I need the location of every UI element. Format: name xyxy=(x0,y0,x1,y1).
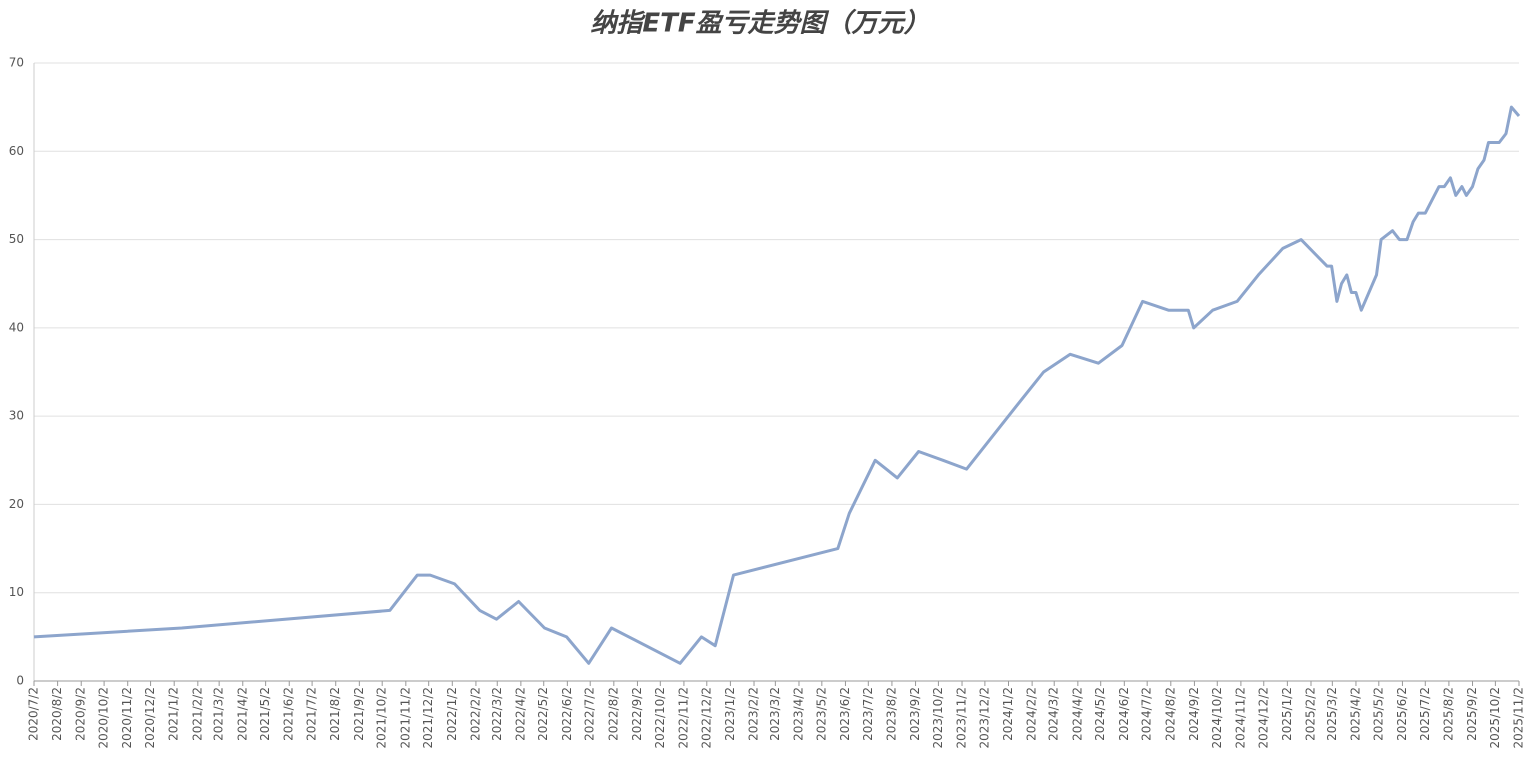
x-tick-label: 2025/8/2 xyxy=(1441,687,1455,741)
y-tick-label: 0 xyxy=(16,674,24,688)
x-tick-label: 2025/9/2 xyxy=(1465,687,1479,741)
x-tick-label: 2024/3/2 xyxy=(1047,687,1061,741)
x-tick-label: 2025/2/2 xyxy=(1303,687,1317,741)
x-tick-label: 2024/12/2 xyxy=(1256,687,1270,749)
x-tick-label: 2021/12/2 xyxy=(421,687,435,749)
x-tick-label: 2024/4/2 xyxy=(1070,687,1084,741)
x-tick-label: 2024/2/2 xyxy=(1025,687,1039,741)
x-tick-label: 2024/8/2 xyxy=(1163,687,1177,741)
y-tick-label: 10 xyxy=(9,585,24,599)
y-tick-label: 20 xyxy=(9,497,24,511)
x-tick-label: 2025/10/2 xyxy=(1488,687,1502,749)
y-tick-label: 40 xyxy=(9,320,24,334)
x-tick-label: 2020/12/2 xyxy=(143,687,157,749)
x-tick-label: 2021/5/2 xyxy=(258,687,272,741)
x-tick-label: 2023/11/2 xyxy=(955,687,969,749)
x-tick-label: 2024/10/2 xyxy=(1210,687,1224,749)
x-tick-label: 2020/7/2 xyxy=(27,687,41,741)
x-tick-label: 2020/10/2 xyxy=(97,687,111,749)
x-tick-label: 2023/5/2 xyxy=(814,687,828,741)
x-tick-label: 2021/10/2 xyxy=(375,687,389,749)
x-tick-label: 2022/4/2 xyxy=(513,687,527,741)
x-tick-label: 2022/10/2 xyxy=(653,687,667,749)
y-tick-label: 30 xyxy=(9,409,24,423)
x-tick-label: 2025/3/2 xyxy=(1325,687,1339,741)
x-tick-label: 2025/11/2 xyxy=(1512,687,1526,749)
y-tick-label: 50 xyxy=(9,232,24,246)
x-tick-label: 2023/9/2 xyxy=(908,687,922,741)
y-tick-label: 60 xyxy=(9,144,24,158)
x-tick-label: 2024/5/2 xyxy=(1093,687,1107,741)
x-tick-label: 2021/2/2 xyxy=(190,687,204,741)
x-tick-label: 2023/4/2 xyxy=(791,687,805,741)
x-tick-label: 2020/9/2 xyxy=(74,687,88,741)
x-tick-label: 2023/7/2 xyxy=(861,687,875,741)
chart-title: 纳指ETF盈亏走势图（万元） xyxy=(590,9,929,39)
x-tick-label: 2022/12/2 xyxy=(699,687,713,749)
x-tick-label: 2021/8/2 xyxy=(328,687,342,741)
x-tick-label: 2025/1/2 xyxy=(1280,687,1294,741)
x-tick-label: 2022/3/2 xyxy=(490,687,504,741)
x-tick-label: 2022/7/2 xyxy=(583,687,597,741)
x-tick-label: 2022/9/2 xyxy=(630,687,644,741)
x-tick-label: 2024/1/2 xyxy=(1001,687,1015,741)
x-tick-label: 2021/6/2 xyxy=(282,687,296,741)
x-tick-label: 2022/8/2 xyxy=(606,687,620,741)
x-tick-label: 2024/6/2 xyxy=(1117,687,1131,741)
x-tick-label: 2021/3/2 xyxy=(212,687,226,741)
x-tick-label: 2023/2/2 xyxy=(747,687,761,741)
x-tick-label: 2021/4/2 xyxy=(235,687,249,741)
y-tick-label: 70 xyxy=(9,56,24,70)
x-tick-label: 2020/8/2 xyxy=(50,687,64,741)
x-tick-label: 2023/12/2 xyxy=(977,687,991,749)
x-tick-label: 2020/11/2 xyxy=(120,687,134,749)
x-tick-label: 2021/7/2 xyxy=(305,687,319,741)
line xyxy=(33,105,1521,665)
x-tick-label: 2022/5/2 xyxy=(536,687,550,741)
x-tick-label: 2023/8/2 xyxy=(884,687,898,741)
x-tick-label: 2021/1/2 xyxy=(167,687,181,741)
x-tick-label: 2025/7/2 xyxy=(1418,687,1432,741)
x-tick-label: 2023/1/2 xyxy=(723,687,737,741)
x-tick-label: 2021/9/2 xyxy=(352,687,366,741)
x-tick-label: 2021/11/2 xyxy=(398,687,412,749)
x-tick-label: 2025/4/2 xyxy=(1348,687,1362,741)
x-tick-label: 2022/1/2 xyxy=(445,687,459,741)
x-tick-label: 2024/7/2 xyxy=(1140,687,1154,741)
x-tick-label: 2022/11/2 xyxy=(676,687,690,749)
x-tick-label: 2023/10/2 xyxy=(931,687,945,749)
x-tick-label: 2023/3/2 xyxy=(768,687,782,741)
x-tick-label: 2023/6/2 xyxy=(838,687,852,741)
x-tick-label: 2024/11/2 xyxy=(1233,687,1247,749)
x-tick-label: 2025/6/2 xyxy=(1395,687,1409,741)
x-tick-label: 2022/2/2 xyxy=(468,687,482,741)
x-tick-label: 2022/6/2 xyxy=(560,687,574,741)
x-tick-label: 2024/9/2 xyxy=(1187,687,1201,741)
x-tick-label: 2025/5/2 xyxy=(1371,687,1385,741)
